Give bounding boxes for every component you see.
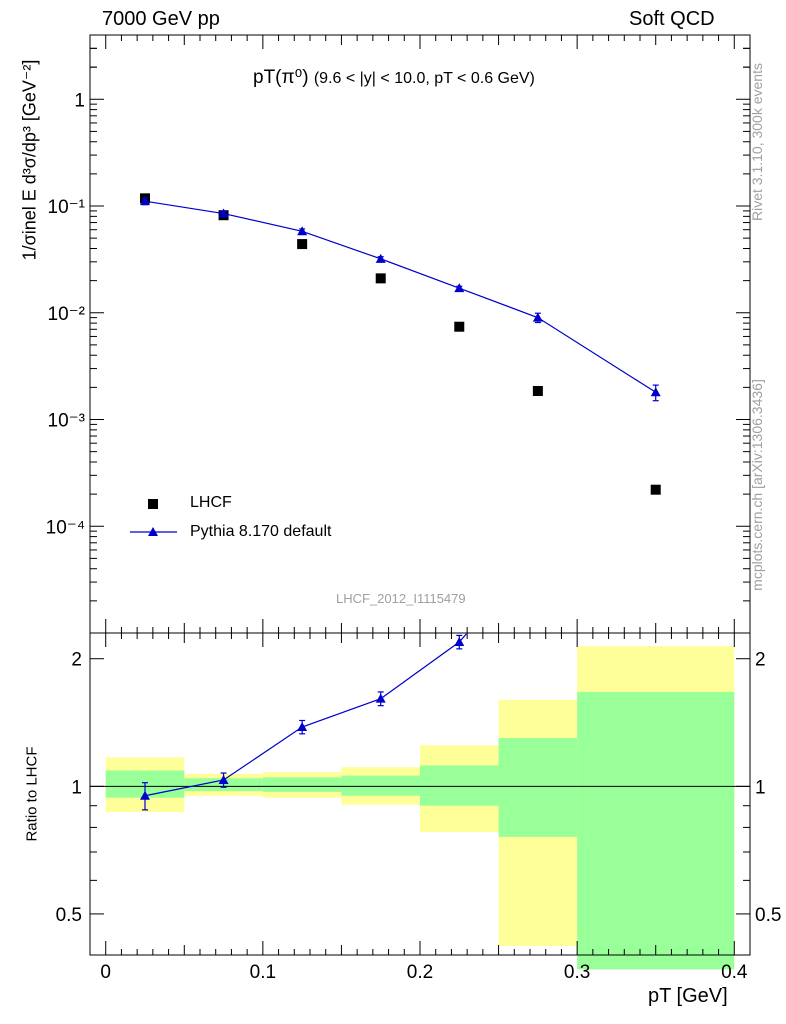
data-marks-group: [140, 193, 661, 811]
legend-lhcf-marker: [148, 499, 158, 509]
pythia-point: [454, 283, 465, 293]
legend-pythia-label: Pythia 8.170 default: [190, 523, 332, 540]
lhcf-data-point: [532, 385, 543, 396]
x-tick-label: 0.1: [250, 962, 276, 983]
lhcf-data-point: [454, 321, 465, 332]
plot-title: pT(π⁰) (9.6 < |y| < 10.0, pT < 0.6 GeV): [253, 66, 535, 89]
x-tick-label: 0.3: [564, 962, 590, 983]
ratio-inner-band-6: [577, 691, 735, 970]
ratio-pythia-point: [297, 722, 308, 732]
plot-title-range: (9.6 < |y| < 10.0, pT < 0.6 GeV): [313, 70, 535, 87]
ratio-pythia-point: [375, 693, 386, 703]
lhcf-data-point: [297, 239, 308, 250]
lhcf-data-point: [375, 273, 386, 284]
ratio-y-tick-label-right: 2: [755, 650, 766, 671]
lhcf-data-point: [650, 484, 661, 495]
ratio-inner-band-5: [498, 738, 578, 837]
mcplots-source-label: mcplots.cern.ch [arXiv:1306.3436]: [749, 379, 765, 591]
header-left: 7000 GeV pp: [102, 8, 220, 30]
rivet-version-label: Rivet 3.1.10, 300k events: [749, 63, 765, 221]
legend-marks-group: [130, 499, 177, 536]
main-y-tick-label: 10⁻⁴: [46, 517, 85, 538]
ratio-y-tick-label-left: 0.5: [56, 905, 82, 926]
ratio-y-tick-label-right: 1: [755, 777, 766, 798]
plot-title-main: pT(π⁰): [253, 67, 309, 88]
x-tick-label: 0.4: [721, 962, 748, 983]
x-tick-label: 0: [100, 962, 111, 983]
pythia-line: [144, 200, 657, 393]
pythia-point: [650, 387, 661, 397]
ratio-inner-band-4: [420, 765, 499, 806]
ratio-y-tick-label-right: 0.5: [755, 905, 781, 926]
ratio-bands-group: [105, 646, 735, 970]
ratio-inner-band-3: [341, 775, 420, 796]
pythia-point: [218, 208, 229, 218]
main-panel-frame: [89, 34, 751, 634]
analysis-watermark: LHCF_2012_I1115479: [336, 591, 466, 606]
ratio-pythia-point: [218, 774, 229, 784]
legend-pythia-marker: [148, 527, 158, 536]
main-y-tick-label: 10⁻¹: [48, 197, 86, 218]
x-axis-label: pT [GeV]: [648, 985, 728, 1007]
pythia-point: [532, 312, 543, 322]
pythia-point: [140, 196, 150, 206]
pythia-point: [375, 253, 386, 263]
main-y-axis-label: 1/σinel E d³σ/dp³ [GeV⁻²]: [19, 59, 40, 261]
ratio-y-axis-label: Ratio to LHCF: [23, 746, 41, 842]
main-y-tick-label: 1: [74, 90, 85, 111]
axis-ticks-group: 10⁻⁴ 10⁻³ 10⁻² 10⁻¹ 1 0 0.1 0.2 0.3 0.4 0.5 0.5 1 1 2 2: [46, 34, 781, 983]
x-tick-label: 0.2: [407, 962, 433, 983]
main-y-tick-label: 10⁻³: [48, 411, 86, 432]
ratio-y-tick-label-left: 2: [71, 650, 82, 671]
ratio-inner-band-2: [262, 777, 342, 792]
ratio-y-tick-label-left: 1: [71, 777, 82, 798]
legend-lhcf-label: LHCF: [190, 494, 232, 511]
header-right: Soft QCD: [629, 8, 715, 30]
ratio-pythia-point: [454, 637, 465, 647]
ratio-pythia-point: [140, 790, 150, 800]
pythia-point: [297, 226, 308, 236]
main-y-tick-label: 10⁻²: [48, 304, 86, 325]
